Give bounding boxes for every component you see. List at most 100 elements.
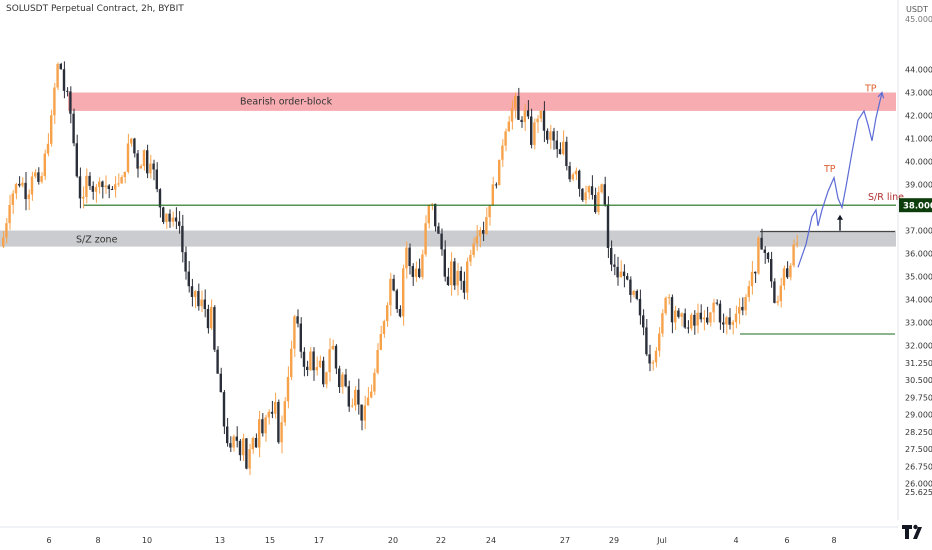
price-tick-label: 36.000 bbox=[905, 250, 932, 259]
price-tick-label: 29.750 bbox=[905, 393, 932, 402]
candle-body bbox=[181, 225, 184, 253]
projection-arrowhead bbox=[877, 91, 885, 99]
candle-body bbox=[347, 386, 350, 407]
time-tick-label: 6 bbox=[46, 536, 51, 545]
candle-body bbox=[594, 194, 597, 213]
levels bbox=[84, 204, 896, 335]
time-tick-label: 24 bbox=[486, 536, 496, 545]
projection bbox=[797, 91, 885, 268]
current-price-label: 38.000 bbox=[903, 202, 932, 212]
candle-body bbox=[187, 271, 190, 287]
candle-body bbox=[405, 247, 408, 269]
candle-body bbox=[427, 205, 430, 224]
time-tick-label: 8 bbox=[95, 536, 100, 545]
candle-body bbox=[62, 69, 66, 91]
candle-body bbox=[514, 96, 517, 109]
candle-body bbox=[248, 449, 251, 469]
candle-body bbox=[418, 268, 421, 278]
candle-body bbox=[718, 303, 722, 323]
candle-body bbox=[78, 176, 82, 199]
candle-body bbox=[696, 312, 699, 326]
candle-body bbox=[690, 314, 693, 329]
candle-body bbox=[462, 280, 466, 293]
candle-body bbox=[654, 350, 658, 363]
candle-body bbox=[152, 163, 155, 170]
candle-body bbox=[661, 313, 664, 334]
candle-body bbox=[184, 252, 187, 272]
candle-body bbox=[645, 327, 648, 355]
time-tick-label: 15 bbox=[265, 536, 275, 545]
candle-body bbox=[635, 290, 638, 299]
candle-body bbox=[168, 213, 171, 222]
candle-body bbox=[338, 368, 341, 388]
candle-body bbox=[702, 317, 706, 320]
sz-zone bbox=[0, 230, 896, 247]
candle-body bbox=[450, 261, 453, 285]
candle-body bbox=[357, 389, 360, 405]
candle-body bbox=[574, 170, 578, 175]
candle-body bbox=[206, 308, 210, 329]
candle-body bbox=[725, 317, 728, 325]
candle-body bbox=[117, 183, 120, 185]
candle-body bbox=[728, 317, 731, 325]
time-tick-label: 22 bbox=[436, 536, 446, 545]
candle-body bbox=[178, 221, 181, 226]
candle-body bbox=[30, 176, 34, 195]
candle-body bbox=[325, 372, 328, 385]
symbol-header: SOLUSDT Perpetual Contract, 2h, BYBIT bbox=[6, 4, 184, 14]
candle-body bbox=[722, 322, 725, 325]
candle-body bbox=[75, 143, 78, 177]
candle-body bbox=[741, 306, 744, 311]
candle-body bbox=[510, 108, 514, 122]
candle-body bbox=[277, 401, 280, 443]
candle-body bbox=[536, 118, 539, 123]
candle-body bbox=[395, 290, 398, 310]
candle-body bbox=[776, 301, 779, 303]
candle-body bbox=[549, 131, 552, 140]
candle-body bbox=[210, 307, 213, 329]
candle-body bbox=[747, 286, 750, 298]
candle-body bbox=[475, 236, 478, 244]
time-tick-label: 17 bbox=[314, 536, 324, 545]
candle-body bbox=[94, 187, 98, 192]
candle-body bbox=[302, 351, 306, 367]
candle-body bbox=[123, 171, 126, 178]
candle-body bbox=[648, 354, 651, 364]
candle-body bbox=[712, 302, 715, 313]
candle-body bbox=[66, 90, 69, 92]
candle-body bbox=[424, 223, 427, 255]
candle-body bbox=[498, 159, 501, 186]
candle-body bbox=[190, 286, 194, 297]
candle-body bbox=[760, 237, 763, 250]
price-tick-label: 41.000 bbox=[905, 135, 932, 144]
candle-body bbox=[389, 278, 392, 306]
candle-body bbox=[69, 91, 72, 114]
candle-body bbox=[322, 360, 325, 385]
time-tick-label: 10 bbox=[142, 536, 152, 545]
price-tick-label: 40.000 bbox=[905, 158, 932, 167]
candle-body bbox=[126, 143, 130, 172]
candles bbox=[2, 61, 798, 475]
candle-body bbox=[133, 138, 136, 154]
candle-body bbox=[437, 226, 440, 234]
candle-body bbox=[286, 376, 290, 402]
candle-body bbox=[568, 166, 571, 180]
candle-body bbox=[18, 183, 21, 186]
candle-body bbox=[603, 184, 606, 205]
tradingview-logo[interactable] bbox=[900, 521, 924, 543]
candle-body bbox=[328, 349, 331, 373]
candle-body bbox=[526, 110, 530, 117]
candle-body bbox=[731, 322, 734, 325]
candle-body bbox=[504, 131, 507, 146]
candle-body bbox=[674, 310, 677, 323]
candle-body bbox=[50, 115, 53, 144]
candle-body bbox=[382, 321, 386, 335]
tp1-label: TP bbox=[823, 164, 836, 175]
candle-body bbox=[539, 110, 542, 119]
price-tick-label: 42.000 bbox=[905, 112, 932, 121]
candle-body bbox=[408, 247, 411, 267]
price-tick-label: 29.000 bbox=[905, 411, 932, 420]
candle-body bbox=[613, 264, 616, 267]
candle-body bbox=[715, 302, 718, 304]
